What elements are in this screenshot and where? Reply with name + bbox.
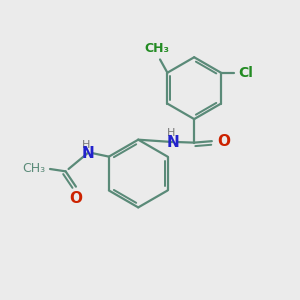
Text: CH₃: CH₃ [22,163,45,176]
Text: Cl: Cl [238,66,253,80]
Text: N: N [167,134,179,149]
Text: H: H [82,140,90,150]
Text: O: O [69,191,82,206]
Text: N: N [81,146,94,160]
Text: H: H [167,128,176,138]
Text: CH₃: CH₃ [145,42,169,55]
Text: O: O [217,134,230,149]
